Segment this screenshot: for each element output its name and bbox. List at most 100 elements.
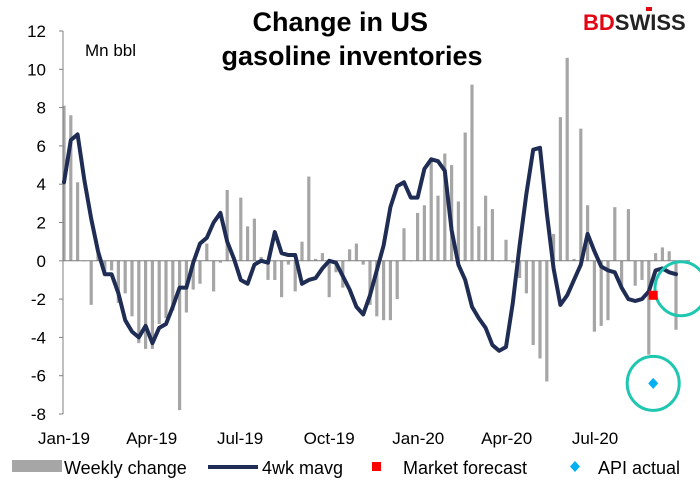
weekly-change-bar <box>293 260 297 292</box>
weekly-change-bar <box>654 253 658 261</box>
legend-market-forecast-label: Market forecast <box>403 458 527 478</box>
legend-weekly-change-swatch <box>12 460 62 472</box>
y-tick-label: 0 <box>37 252 46 271</box>
weekly-change-bar <box>89 260 93 305</box>
api-actual-point <box>648 377 659 389</box>
y-tick-label: -8 <box>31 405 46 424</box>
weekly-change-bar <box>225 189 229 261</box>
weekly-change-bar <box>504 239 508 261</box>
y-tick-label: 8 <box>37 99 46 118</box>
legend-api-actual-swatch <box>570 461 580 472</box>
weekly-change-bar <box>484 195 488 261</box>
y-tick-labels: 12 10 8 6 4 2 0 -2 -4 -6 -8 <box>27 22 63 424</box>
x-tick-label: Apr-20 <box>481 429 532 448</box>
brand-logo-part-2: SWISS <box>615 10 686 35</box>
weekly-change-bar <box>429 159 433 261</box>
market-forecast-point <box>648 290 658 300</box>
y-tick-label: 2 <box>37 214 46 233</box>
legend-market-forecast-swatch <box>372 462 381 471</box>
weekly-change-bar <box>327 260 331 298</box>
weekly-change-bar <box>667 251 671 261</box>
weekly-change-bar <box>130 260 134 317</box>
x-tick-label: Jan-20 <box>392 429 444 448</box>
weekly-change-bar <box>110 260 114 271</box>
y-tick-label: 6 <box>37 137 46 156</box>
weekly-change-bar <box>69 115 73 261</box>
y-tick-label: -4 <box>31 328 46 347</box>
weekly-change-bar <box>382 260 386 321</box>
weekly-change-bar <box>137 260 141 344</box>
weekly-change-bar <box>456 201 460 261</box>
weekly-change-bar <box>273 260 277 280</box>
weekly-change-bar <box>518 260 522 279</box>
weekly-change-bar <box>599 260 603 326</box>
y-tick-label: -6 <box>31 367 46 386</box>
brand-logo-part-1: BD <box>583 10 615 35</box>
weekly-change-bar <box>354 243 358 261</box>
weekly-change-bar <box>198 260 202 284</box>
weekly-change-bar <box>123 260 127 294</box>
weekly-change-bar <box>477 226 481 261</box>
weekly-change-bar <box>178 260 182 411</box>
chart-title: Change in US gasoline inventories <box>221 7 482 71</box>
weekly-change-bar <box>171 260 175 311</box>
weekly-change-bar <box>252 218 256 261</box>
weekly-change-bar <box>552 233 556 261</box>
weekly-change-bar <box>524 260 528 294</box>
y-tick-label: 10 <box>27 60 46 79</box>
weekly-change-bar <box>144 260 148 349</box>
weekly-change-bar <box>266 260 270 280</box>
weekly-change-bar <box>565 57 569 261</box>
y-tick-label: -2 <box>31 290 46 309</box>
x-tick-label: Jan-19 <box>38 429 90 448</box>
weekly-change-bar <box>164 260 168 319</box>
weekly-change-bar <box>368 260 372 305</box>
weekly-change-bar <box>348 249 352 261</box>
weekly-change-bar <box>388 260 392 321</box>
weekly-change-bar <box>116 260 120 303</box>
chart-title-line-1: Change in US <box>252 7 428 37</box>
weekly-change-bar <box>579 128 583 261</box>
x-tick-labels: Jan-19 Apr-19 Jul-19 Oct-19 Jan-20 Apr-20 Jul-… <box>38 429 618 448</box>
weekly-change-bar <box>443 153 447 261</box>
weekly-change-bar <box>300 241 304 261</box>
y-tick-label: 4 <box>37 175 46 194</box>
weekly-change-bar <box>150 260 154 349</box>
weekly-change-bar <box>395 260 399 300</box>
weekly-change-bar <box>674 260 678 330</box>
weekly-change-bar <box>592 260 596 332</box>
brand-logo-mark <box>646 7 652 11</box>
weekly-change-bar <box>626 209 630 261</box>
brand-logo: BDSWISS <box>583 7 686 35</box>
weekly-change-bar <box>422 205 426 261</box>
legend: Weekly change 4wk mavg Market forecast A… <box>12 458 680 478</box>
highlight-circles <box>625 260 700 412</box>
highlight-circle <box>625 354 681 412</box>
weekly-change-bar <box>314 258 318 261</box>
weekly-change-bar <box>660 247 664 261</box>
weekly-change-bar <box>490 209 494 261</box>
unit-label: Mn bbl <box>85 41 136 60</box>
weekly-change-bar <box>572 258 576 261</box>
weekly-change-bar <box>633 260 637 286</box>
weekly-change-bar <box>558 117 562 261</box>
x-tick-label: Jul-20 <box>572 429 618 448</box>
weekly-change-bar <box>402 228 406 261</box>
weekly-change-bar <box>545 260 549 382</box>
weekly-change-bar <box>375 260 379 317</box>
x-tick-label: Apr-19 <box>126 429 177 448</box>
weekly-change-bar <box>157 260 161 324</box>
weekly-change-bar <box>511 260 515 263</box>
legend-api-actual-label: API actual <box>598 458 680 478</box>
y-tick-label: 12 <box>27 22 46 41</box>
svg-text:BDSWISS: BDSWISS <box>583 10 686 35</box>
mavg-line <box>62 132 678 353</box>
weekly-change-bar <box>307 176 311 261</box>
weekly-change-bars <box>62 57 678 411</box>
weekly-change-bar <box>531 260 535 346</box>
legend-mavg-label: 4wk mavg <box>262 458 343 478</box>
forecast-points <box>648 290 659 389</box>
highlight-circle <box>653 260 700 318</box>
weekly-change-bar <box>246 226 250 261</box>
